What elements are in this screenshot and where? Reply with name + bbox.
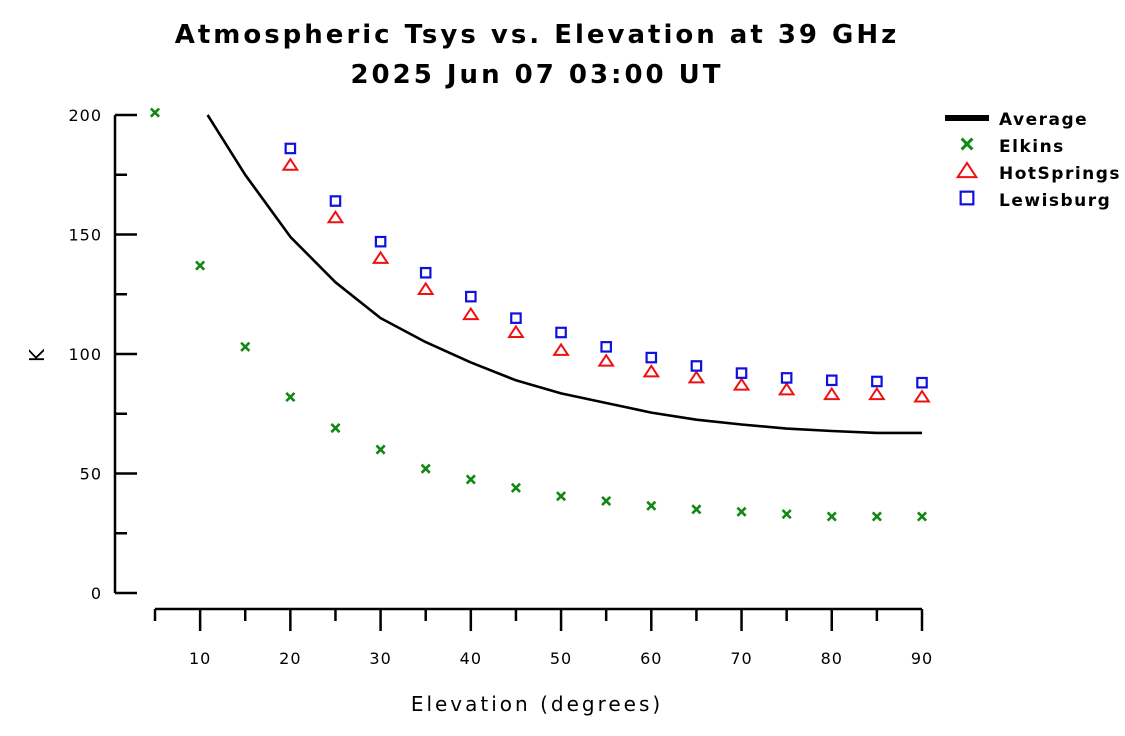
data-point-elkins [601, 495, 612, 507]
data-point-lewisburg [465, 290, 477, 303]
data-point-hotsprings [732, 377, 751, 391]
chart-title: Atmospheric Tsys vs. Elevation at 39 GHz [175, 20, 900, 50]
data-point-elkins [916, 511, 928, 522]
data-point-lewisburg [510, 312, 522, 324]
y-tick-label: 150 [68, 226, 102, 245]
data-point-hotsprings [462, 306, 480, 321]
data-point-hotsprings [326, 209, 345, 224]
data-point-hotsprings [687, 370, 706, 384]
data-point-lewisburg [645, 351, 658, 364]
data-point-lewisburg [690, 360, 703, 372]
data-point-lewisburg [555, 326, 567, 339]
legend-swatch-lewisburg [959, 190, 975, 206]
data-point-hotsprings [868, 386, 886, 401]
x-tick-label: 50 [550, 649, 572, 668]
x-tick-label: 30 [369, 649, 391, 668]
data-point-lewisburg [329, 195, 342, 207]
data-point-hotsprings [642, 364, 661, 378]
data-point-lewisburg [284, 142, 297, 155]
legend-label-average: Average [999, 110, 1088, 130]
data-point-elkins [691, 504, 702, 515]
data-point-hotsprings [777, 382, 796, 396]
data-point-elkins [465, 474, 476, 485]
y-tick-label: 0 [91, 584, 102, 603]
plot-area [149, 107, 931, 522]
data-point-hotsprings [552, 342, 570, 356]
data-point-hotsprings [597, 353, 615, 367]
data-point-elkins [420, 463, 431, 474]
data-point-hotsprings [823, 386, 841, 401]
legend: Average Elkins HotSprings Lewisburg [945, 110, 1121, 211]
data-point-elkins [556, 491, 567, 502]
legend-swatch-elkins [960, 137, 974, 151]
data-point-elkins [736, 506, 747, 517]
legend-label-lewisburg: Lewisburg [999, 191, 1111, 211]
y-axis-label: K [25, 346, 49, 362]
data-point-elkins [240, 341, 251, 352]
data-point-elkins [871, 511, 882, 522]
data-point-hotsprings [281, 157, 300, 171]
data-point-elkins [646, 500, 657, 511]
series-line-average [206, 114, 922, 435]
data-point-elkins [149, 107, 161, 118]
x-tick-label: 40 [460, 649, 482, 668]
x-tick-label: 90 [911, 649, 933, 668]
data-point-lewisburg [735, 367, 748, 379]
x-axis-label: Elevation (degrees) [411, 692, 663, 716]
legend-swatch-hotsprings [955, 161, 979, 179]
data-point-elkins [330, 423, 341, 434]
data-point-elkins [510, 482, 521, 493]
x-tick-label: 70 [730, 649, 752, 668]
data-point-hotsprings [507, 324, 525, 338]
x-tick-label: 10 [189, 649, 211, 668]
legend-label-hotsprings: HotSprings [999, 164, 1121, 184]
data-point-elkins [826, 511, 837, 522]
data-point-hotsprings [416, 281, 435, 295]
y-tick-label: 50 [80, 465, 102, 484]
data-point-lewisburg [374, 235, 387, 248]
data-point-lewisburg [871, 375, 883, 388]
y-tick-label: 100 [68, 345, 102, 364]
data-point-lewisburg [600, 341, 612, 353]
y-tick-label: 200 [68, 106, 102, 125]
data-point-lewisburg [916, 376, 928, 389]
data-point-elkins [285, 391, 296, 403]
chart-subtitle: 2025 Jun 07 03:00 UT [350, 60, 723, 90]
axes: 0 50 100 150 200 10 20 30 40 50 60 70 80 90 [68, 106, 933, 668]
data-point-lewisburg [825, 374, 838, 387]
data-point-elkins [375, 444, 386, 455]
x-tick-label: 80 [821, 649, 843, 668]
x-tick-label: 60 [640, 649, 662, 668]
data-point-hotsprings [371, 250, 390, 264]
data-point-hotsprings [913, 389, 931, 403]
x-tick-label: 20 [279, 649, 301, 668]
data-point-elkins [781, 509, 792, 520]
data-point-elkins [195, 260, 206, 271]
data-point-lewisburg [419, 266, 432, 279]
legend-label-elkins: Elkins [999, 137, 1065, 157]
data-point-lewisburg [780, 372, 793, 384]
